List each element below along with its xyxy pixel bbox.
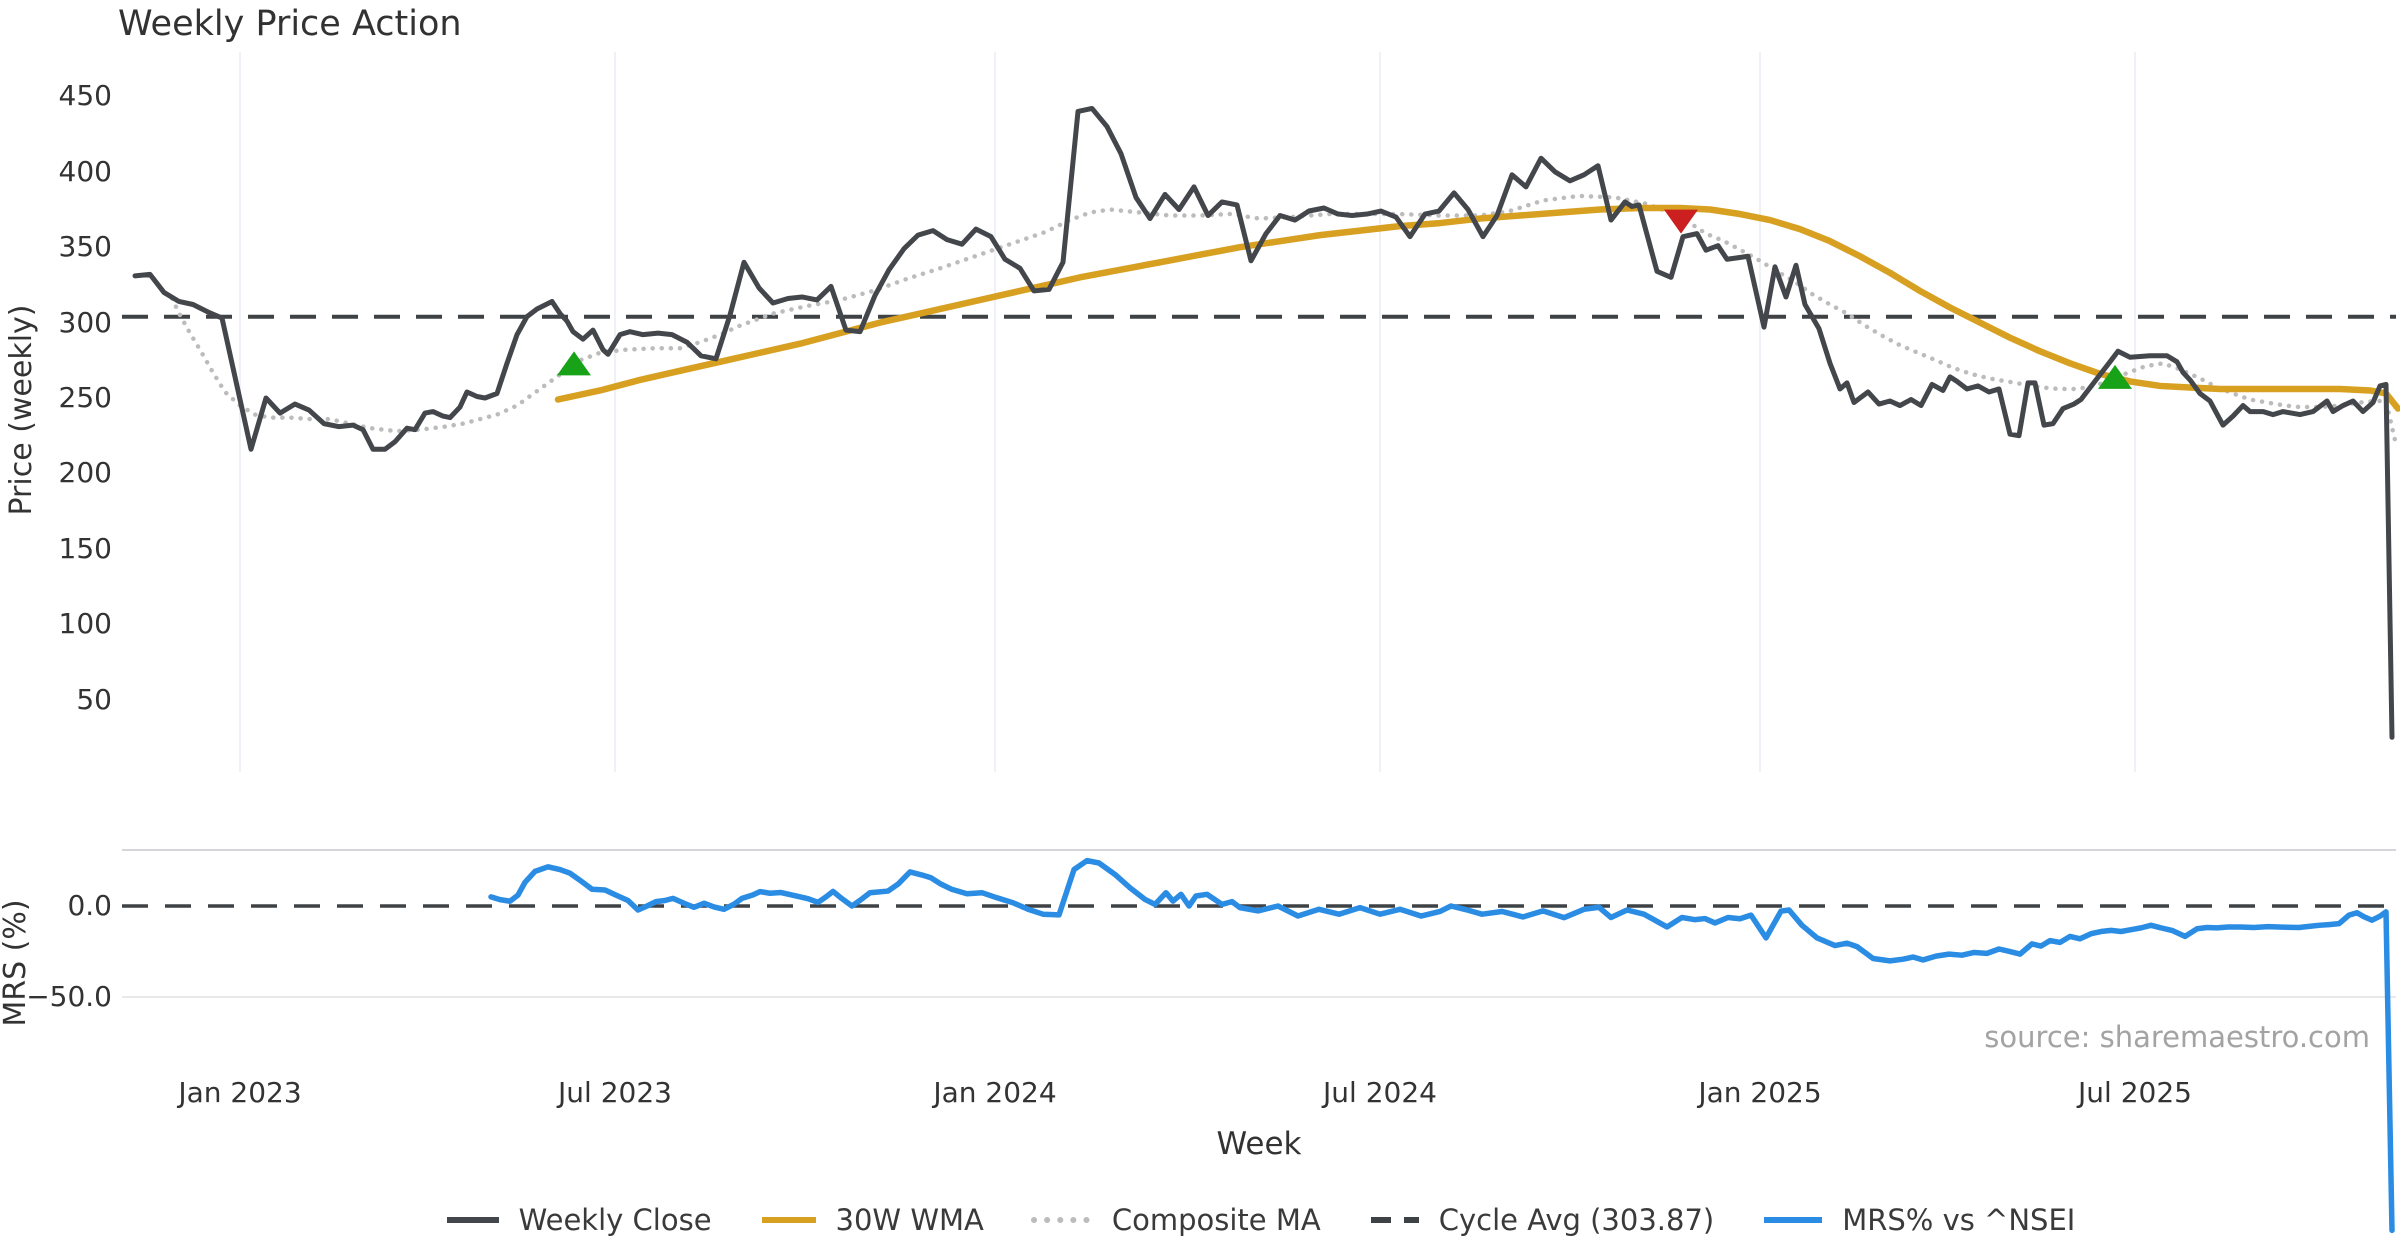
legend-item: MRS% vs ^NSEI [1760, 1203, 2075, 1237]
mrs-axis-label: MRS (%) [0, 899, 33, 1027]
x-axis-label: Week [1216, 1126, 1302, 1162]
legend-swatch-weekly-close [446, 1217, 499, 1223]
page-title: Weekly Price Action [118, 4, 462, 44]
price-ytick-label: 100 [58, 607, 112, 641]
price-ytick-label: 250 [58, 381, 112, 414]
x-tick-label: Jan 2024 [933, 1076, 1057, 1109]
price-ytick-label: 150 [58, 531, 112, 565]
legend-item: Composite MA [1030, 1203, 1321, 1237]
mrs-ytick-label: −50.0 [26, 980, 112, 1014]
legend-label: 30W WMA [835, 1203, 984, 1237]
price-ytick-label: 400 [58, 154, 112, 188]
legend-swatch-30w-wma [761, 1217, 816, 1223]
wma-30w-line [554, 204, 2400, 412]
buy-signal-icon [2098, 364, 2132, 389]
legend-item: Cycle Avg (303.87) [1367, 1203, 1715, 1237]
legend-item: 30W WMA [758, 1203, 984, 1237]
weekly-close-line [132, 105, 2395, 740]
source-note: source: sharemaestro.com [1984, 1020, 2370, 1054]
legend-label: Composite MA [1111, 1203, 1321, 1237]
price-ytick-label: 50 [76, 682, 112, 716]
mrs-line [488, 857, 2395, 1234]
sell-signal-icon [1664, 209, 1698, 234]
legend-label: Weekly Close [518, 1203, 712, 1237]
x-tick-label: Jul 2024 [1323, 1076, 1437, 1109]
price-ytick-label: 350 [58, 230, 112, 264]
mrs-ytick-label: 0.0 [67, 889, 112, 922]
legend-label: Cycle Avg (303.87) [1438, 1203, 1715, 1237]
price-ytick-label: 300 [58, 305, 112, 339]
x-tick-label: Jan 2023 [178, 1076, 302, 1109]
legend-swatch-cycle-avg-303-87- [1370, 1217, 1419, 1223]
legend-swatch-composite-ma [1030, 1217, 1095, 1223]
legend-item: Weekly Close [443, 1203, 712, 1237]
legend-label: MRS% vs ^NSEI [1842, 1203, 2076, 1237]
chart-legend: Weekly Close 30W WMA Composite MA Cycle Avg… [122, 1203, 2396, 1237]
legend-swatch-mrs-vs-nsei [1764, 1217, 1823, 1223]
x-tick-label: Jan 2025 [1698, 1076, 1822, 1109]
x-tick-label: Jul 2023 [558, 1076, 672, 1109]
price-ytick-label: 200 [58, 456, 112, 490]
buy-signal-icon [557, 351, 591, 376]
price-ytick-label: 450 [58, 79, 112, 113]
x-tick-label: Jul 2025 [2078, 1076, 2192, 1109]
